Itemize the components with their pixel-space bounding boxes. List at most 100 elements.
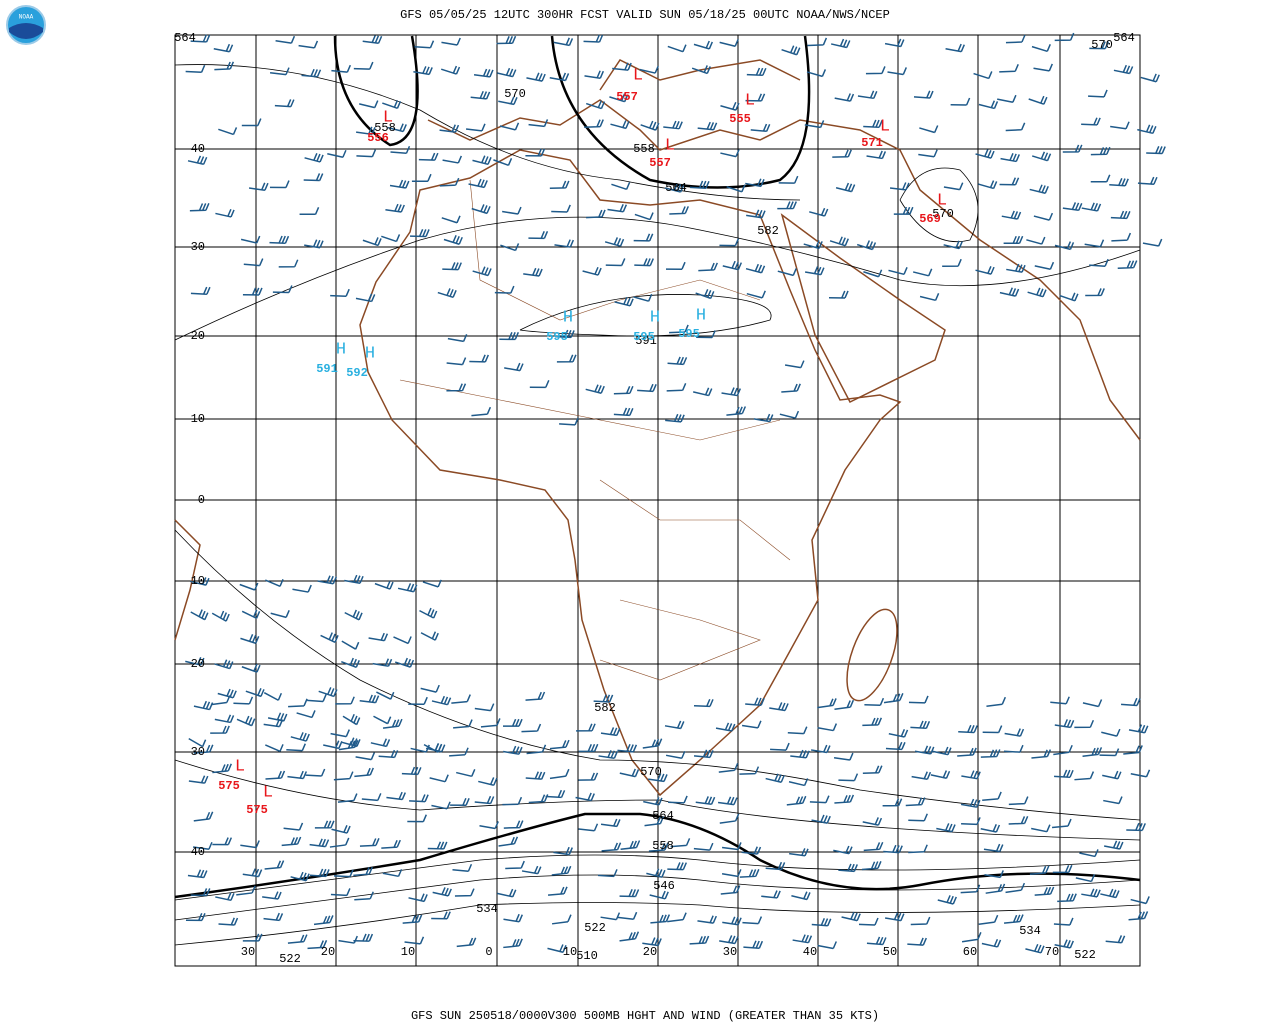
wind-barb [239,582,259,591]
wind-barb [583,34,604,43]
wind-barb [650,914,671,924]
wind-barb [695,796,716,805]
wind-barb [1111,232,1132,242]
wind-barb [745,93,766,102]
wind-barb [410,229,430,238]
wind-barb [646,868,666,878]
wind-barb [1103,840,1124,850]
wind-barb [456,937,477,948]
wind-barb [1052,864,1073,874]
wind-barb [753,413,774,423]
wind-barb [496,35,517,45]
low-symbol: L [937,191,947,210]
wind-barb [1004,728,1025,737]
wind-barb [1028,95,1048,105]
wind-barb [866,936,887,946]
low-value: 571 [861,136,883,150]
contour-label: 546 [653,879,675,893]
wind-barb [908,813,928,822]
wind-barb [498,96,518,106]
wind-barb [337,793,358,803]
lat-label: 30 [191,240,205,254]
wind-barb [474,703,495,712]
wind-barb [359,694,380,704]
wind-barb [639,65,659,74]
wind-barb [1033,63,1053,72]
wind-barb [722,842,742,851]
low-symbol: L [235,757,245,776]
wind-barb [961,770,981,780]
wind-barb [919,293,940,302]
wind-barb [269,180,290,189]
wind-barb [189,202,210,212]
lat-label: 40 [191,142,205,156]
wind-barb [648,842,669,852]
wind-barb [190,286,211,295]
wind-barb [717,796,738,806]
wind-barb [368,632,389,642]
wind-barb [743,940,764,949]
wind-barb [1075,874,1096,883]
wind-barb [604,237,625,247]
wind-barb [745,697,765,707]
wind-barb [283,822,304,831]
wind-barb [471,204,491,215]
wind-barb [1005,122,1026,132]
wind-barb [980,824,1001,833]
low-symbol: L [880,117,890,136]
wind-barb [770,742,790,751]
wind-barb [741,846,762,855]
wind-barb [689,180,710,190]
wind-barb [1001,210,1022,220]
wind-barb [242,287,263,296]
wind-barb [619,931,640,942]
wind-barb [265,579,284,588]
wind-barb [472,266,492,277]
wind-barb [669,324,689,334]
wind-barb [1081,888,1101,898]
wind-barb [578,772,599,781]
wind-barb [986,696,1007,708]
wind-barb [1008,816,1029,825]
wind-barb [607,203,628,213]
wind-barb [381,234,401,243]
wind-barb [1084,239,1105,248]
wind-barb [719,813,740,824]
low-symbol: L [383,108,393,127]
wind-barb [975,149,995,159]
wind-barb [502,796,523,806]
wind-barb [299,207,320,216]
wind-barb [413,66,433,76]
wind-barb [1054,719,1075,729]
wind-barb [331,64,352,73]
wind-barb [721,869,742,878]
contour-label: 522 [1074,948,1096,962]
wind-barb [389,179,410,189]
wind-barb [1054,32,1075,42]
wind-barb [978,100,999,110]
wind-barb [943,240,963,250]
wind-barb [286,743,306,752]
wind-barb [479,821,499,830]
wind-barb [330,729,350,738]
wind-barb [190,888,211,897]
wind-barb [787,726,808,735]
wind-barb [830,38,851,49]
wind-barb [212,763,232,774]
lon-label: 10 [563,945,577,959]
wind-barb [601,842,622,852]
wind-barb [865,66,886,75]
wind-barb [617,743,638,753]
wind-barb [439,177,460,187]
wind-barb [742,916,763,925]
wind-barb [617,911,638,920]
wind-barb [272,285,293,294]
low-value: 557 [649,156,671,170]
wind-barb [470,90,491,100]
wind-barb [761,890,781,899]
wind-barb [835,182,856,193]
wind-barb [1105,935,1126,944]
wind-barb [612,62,632,71]
wind-barb [633,233,654,242]
